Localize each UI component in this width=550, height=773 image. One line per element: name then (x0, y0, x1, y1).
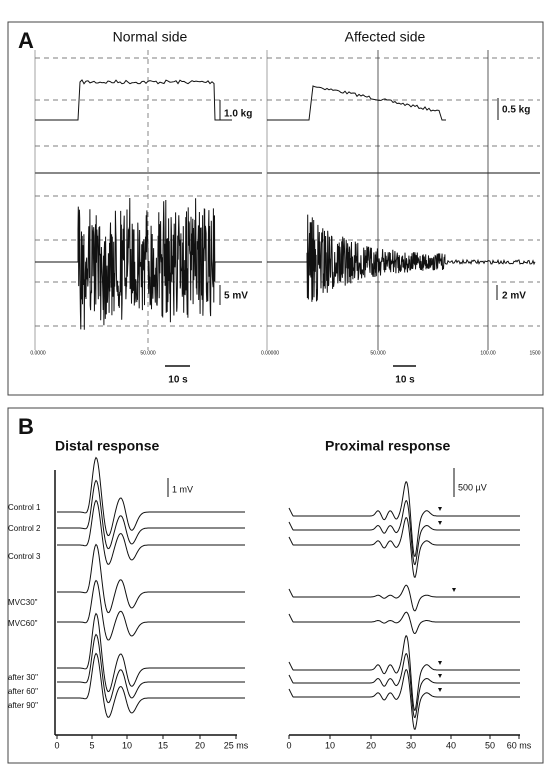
x-tick-label: 0 (54, 740, 59, 750)
scale-label: 1.0 kg (224, 109, 252, 120)
panel-b-label: B (18, 414, 34, 439)
response-trace (57, 579, 245, 641)
scale-label: 2 mV (502, 291, 526, 302)
x-tick-label: 5 (89, 740, 94, 750)
trace-label: Control 3 (8, 552, 41, 561)
x-tick-label: 15 (158, 740, 168, 750)
x-tick-label: 30 (406, 740, 416, 750)
x-tick-label: 10 (325, 740, 335, 750)
panel-title: Proximal response (325, 438, 450, 454)
response-trace (57, 633, 245, 704)
scale-label: 500 µV (458, 482, 487, 492)
x-tick-label: 10 (122, 740, 132, 750)
response-trace (288, 500, 520, 566)
axis-label: 0.0000 (30, 350, 46, 356)
response-trace (288, 584, 520, 612)
response-trace (288, 635, 520, 712)
marker (438, 661, 442, 665)
marker (438, 521, 442, 525)
response-trace (288, 669, 520, 730)
x-tick-label: 20 (366, 740, 376, 750)
scale-label: 1 mV (172, 484, 193, 494)
x-tick-label: 25 ms (224, 740, 249, 750)
response-trace (57, 612, 245, 693)
x-tick-label: 60 ms (507, 740, 532, 750)
axis-label: 1500 (529, 350, 540, 356)
x-tick-label: 0 (286, 740, 291, 750)
response-trace (57, 479, 245, 550)
emg-trace (35, 197, 262, 330)
response-trace (57, 499, 245, 565)
trace-label: after 90" (8, 701, 38, 710)
response-trace (57, 456, 245, 537)
scale-label: 5 mV (224, 291, 248, 302)
trace-label: Control 2 (8, 524, 41, 533)
scale-label: 0.5 kg (502, 105, 530, 116)
panel-a-frame (7, 21, 544, 396)
force-trace (35, 79, 232, 121)
trace-label: after 60" (8, 687, 38, 696)
x-tick-label: 50 (485, 740, 495, 750)
axis-label: 50.000 (140, 350, 156, 356)
response-trace (288, 653, 520, 719)
trace-label: MVC60" (8, 619, 38, 628)
panel-b-frame (7, 407, 544, 764)
x-tick-label: 20 (195, 740, 205, 750)
axis-label: 0.00000 (261, 350, 279, 356)
x-tick-label: 40 (446, 740, 456, 750)
marker (438, 688, 442, 692)
marker (452, 588, 456, 592)
response-trace (57, 652, 245, 718)
trace-label: MVC30" (8, 598, 38, 607)
panel-a-label: A (18, 28, 34, 53)
marker (438, 674, 442, 678)
response-trace (288, 517, 520, 578)
scale-label: 10 s (168, 375, 188, 386)
emg-trace (267, 214, 536, 302)
panel-title: Affected side (345, 29, 426, 45)
response-trace (57, 543, 245, 614)
panel-title: Distal response (55, 438, 159, 454)
trace-label: after 30" (8, 673, 38, 682)
response-trace (288, 611, 520, 635)
trace-label: Control 1 (8, 503, 41, 512)
marker (438, 507, 442, 511)
axis-label: 50.000 (370, 350, 386, 356)
panel-title: Normal side (113, 29, 188, 45)
scale-label: 10 s (395, 375, 415, 386)
force-trace (267, 85, 446, 121)
response-trace (288, 481, 520, 558)
axis-label: 100.00 (480, 350, 496, 356)
